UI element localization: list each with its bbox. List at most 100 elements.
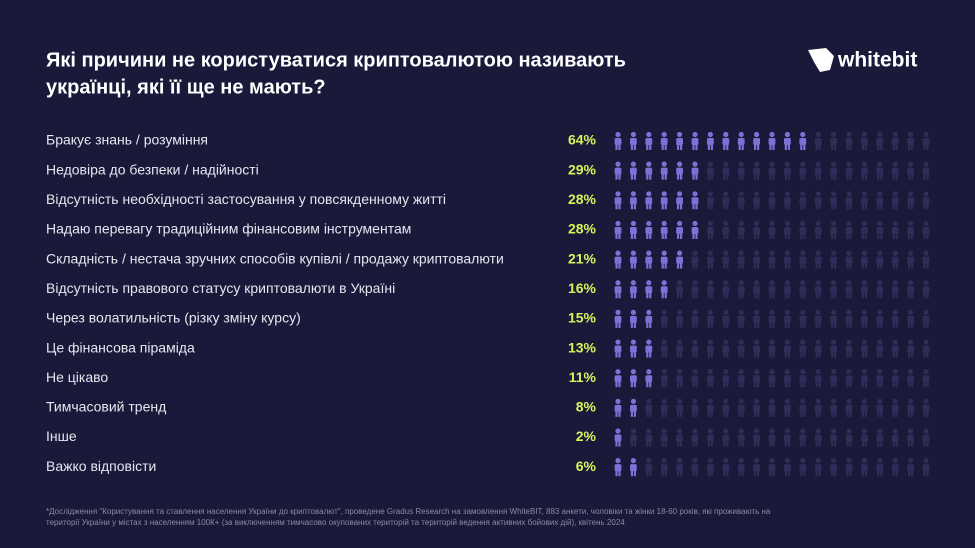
icon-leg — [803, 203, 806, 210]
icon-leg — [692, 440, 695, 447]
icon-leg — [754, 381, 757, 388]
icon-head — [861, 220, 868, 227]
icon-leg — [769, 440, 772, 447]
icon-leg — [926, 232, 929, 239]
icon-body — [691, 197, 699, 205]
icon-head — [677, 398, 683, 404]
icon-leg — [633, 381, 636, 388]
icon-body — [676, 226, 683, 234]
icon-leg — [738, 410, 741, 417]
icon-body — [676, 404, 683, 412]
icon-leg — [923, 321, 926, 328]
icon-body — [845, 404, 853, 412]
icon-head — [615, 398, 621, 404]
icon-leg — [772, 321, 775, 328]
icon-leg — [861, 232, 864, 239]
icon-leg — [695, 321, 698, 328]
icon-leg — [772, 144, 775, 150]
icon-leg — [877, 173, 880, 180]
icon-body — [707, 434, 714, 442]
icon-leg — [664, 351, 667, 358]
icon-body — [768, 256, 776, 264]
icon-leg — [815, 203, 818, 210]
icon-body — [799, 226, 807, 234]
icon-leg — [784, 292, 787, 299]
icon-body — [876, 375, 884, 383]
icon-body — [845, 226, 853, 234]
icon-body — [753, 315, 760, 323]
icon-leg — [630, 144, 633, 150]
icon-body — [907, 315, 914, 323]
icon-body — [676, 434, 683, 442]
icon-head — [615, 161, 621, 167]
icon-body — [784, 226, 791, 234]
icon-body — [861, 375, 868, 383]
icon-leg — [784, 440, 787, 447]
icon-leg — [692, 232, 695, 239]
icon-body — [861, 256, 868, 264]
icon-body — [676, 138, 683, 145]
icon-body — [753, 404, 760, 412]
icon-body — [861, 286, 868, 294]
icon-leg — [661, 232, 664, 239]
icon-head — [630, 220, 637, 227]
icon-leg — [831, 381, 834, 388]
icon-leg — [618, 232, 621, 239]
icon-body — [707, 226, 714, 234]
icon-body — [814, 256, 822, 264]
icon-leg — [677, 203, 680, 210]
icon-body — [845, 345, 853, 353]
icon-leg — [895, 292, 898, 299]
icon-leg — [754, 173, 757, 180]
icon-body — [814, 404, 822, 412]
icon-leg — [618, 173, 621, 180]
icon-body — [907, 197, 914, 205]
icon-leg — [723, 381, 726, 388]
icon-leg — [926, 203, 929, 210]
icon-body — [645, 256, 653, 264]
icon-head — [677, 369, 683, 375]
icon-head — [846, 428, 852, 434]
icon-body — [891, 404, 899, 412]
icon-head — [908, 369, 914, 375]
icon-leg — [615, 470, 618, 477]
icon-leg — [880, 203, 883, 210]
icon-leg — [892, 262, 895, 269]
icon-leg — [615, 173, 618, 180]
icon-head — [661, 428, 667, 434]
icon-head — [846, 339, 852, 345]
icon-body — [614, 197, 622, 205]
icon-leg — [726, 321, 729, 328]
icon-leg — [741, 470, 744, 477]
value-label: 13% — [568, 339, 597, 355]
icon-head — [800, 428, 806, 434]
icon-leg — [818, 440, 821, 447]
icon-leg — [923, 351, 926, 358]
icon-head — [892, 369, 898, 375]
icon-leg — [926, 292, 929, 299]
icon-body — [614, 167, 622, 175]
icon-body — [707, 256, 714, 264]
icon-leg — [723, 351, 726, 358]
icon-body — [784, 434, 791, 442]
icon-body — [830, 286, 837, 294]
icon-head — [677, 309, 683, 315]
icon-head — [923, 161, 929, 167]
icon-body — [691, 226, 699, 234]
icon-body — [676, 286, 683, 294]
icon-leg — [784, 173, 787, 180]
icon-body — [830, 375, 837, 383]
icon-head — [615, 250, 621, 256]
icon-body — [722, 315, 730, 323]
icon-head — [877, 458, 883, 464]
icon-leg — [692, 262, 695, 269]
icon-head — [892, 339, 898, 345]
icon-body — [737, 464, 745, 472]
icon-leg — [757, 203, 760, 210]
icon-leg — [800, 381, 803, 388]
icon-body — [907, 404, 914, 412]
icon-leg — [723, 232, 726, 239]
icon-head — [615, 280, 621, 286]
icon-head — [861, 161, 868, 167]
icon-leg — [787, 440, 790, 447]
